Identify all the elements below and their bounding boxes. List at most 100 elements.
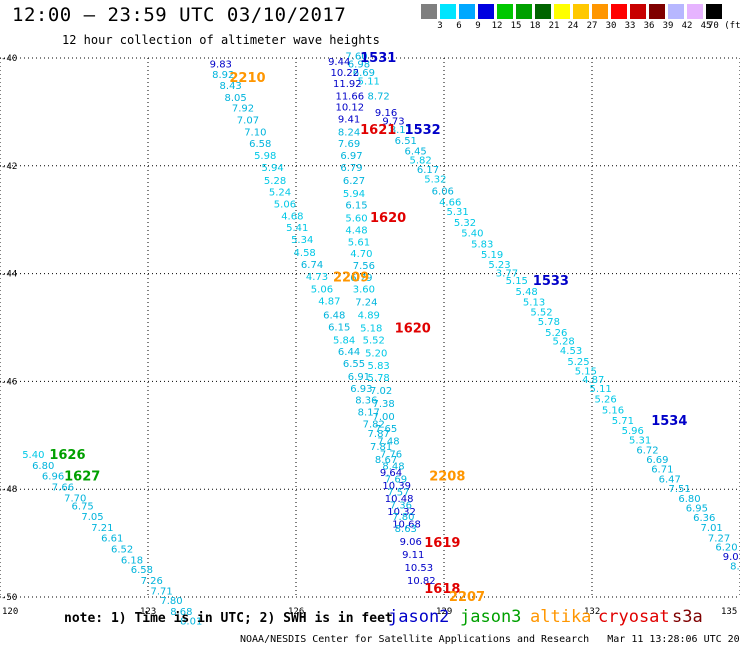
wave-height-value: 5.06 [311, 285, 333, 296]
color-scale-label: 42 [681, 21, 693, 31]
pass-time-label: 1533 [533, 274, 569, 289]
color-scale-label: 21 [548, 21, 560, 31]
wave-height-value: 6.79 [350, 273, 372, 284]
wave-height-value: 8.48 [382, 461, 404, 472]
color-scale-label: 18 [529, 21, 541, 31]
pass-time-label: 1534 [651, 414, 687, 429]
wave-height-value: 7.38 [372, 399, 394, 410]
wave-height-value: 4.48 [345, 225, 367, 236]
wave-height-value: 5.83 [471, 239, 493, 250]
wave-height-value: 7.02 [370, 386, 392, 397]
wave-height-value: 7.65 [375, 424, 397, 435]
wave-height-value: 7.92 [232, 104, 254, 115]
wave-height-value: 3.77 [496, 269, 518, 280]
wave-height-value: 9.16 [375, 108, 397, 119]
wave-height-value: 5.13 [523, 298, 545, 309]
wave-height-value: 6.58 [249, 139, 271, 150]
pass-time-label: 1627 [64, 470, 100, 485]
pass-time-label: 1619 [424, 536, 460, 551]
wave-height-value: 5.71 [612, 416, 634, 427]
chart-subtitle: 12 hour collection of altimeter wave hei… [62, 33, 380, 47]
wave-height-value: 5.20 [365, 348, 387, 359]
wave-height-value: 6.72 [636, 445, 658, 456]
wave-height-value: 6.17 [417, 165, 439, 176]
color-swatch [573, 4, 589, 19]
wave-height-value: 6.45 [405, 147, 427, 158]
legend-jason2: jason2 [388, 607, 450, 627]
color-scale-label: 6 [456, 21, 462, 31]
wave-height-value: 6.44 [338, 347, 360, 358]
wave-height-value: 9.41 [338, 114, 360, 125]
wave-height-value: 6.52 [111, 544, 133, 555]
wave-height-value: 5.25 [567, 357, 589, 368]
wave-height-value: 9.83 [210, 59, 232, 70]
wave-height-value: 8.43 [220, 81, 242, 92]
wave-height-value: 5.60 [345, 214, 367, 225]
color-swatch [535, 4, 551, 19]
wave-height-value: 7.24 [355, 298, 377, 309]
pass-time-label: 2209 [333, 270, 369, 285]
wave-height-value: 5.15 [575, 367, 597, 378]
wave-height-value: 7.56 [353, 261, 375, 272]
color-swatch [421, 4, 437, 19]
wave-height-value: 5.28 [553, 336, 575, 347]
wave-height-value: 8.3 [730, 562, 740, 573]
wave-height-value: 5.82 [409, 155, 431, 166]
wave-height-value: 5.31 [446, 207, 468, 218]
wave-height-value: 7.80 [160, 596, 182, 607]
wave-height-value: 5.32 [424, 175, 446, 186]
pass-time-label: 2207 [449, 590, 485, 605]
color-swatch [630, 4, 646, 19]
wave-height-value: 7.82 [363, 419, 385, 430]
legend-cryosat: cryosat [598, 607, 670, 627]
pass-time-label: 2210 [229, 71, 265, 86]
wave-height-value: 10.68 [392, 520, 421, 531]
color-swatch [706, 4, 722, 19]
y-tick-label: -46 [1, 377, 17, 387]
wave-height-value: 6.71 [651, 465, 673, 476]
wave-height-value: 5.84 [333, 335, 355, 346]
wave-height-value: 6.48 [323, 311, 345, 322]
wave-height-value: 7.60 [345, 51, 367, 62]
pass-time-label: 1621 [360, 123, 396, 138]
wave-height-value: 11.92 [333, 79, 362, 90]
x-tick-label: 120 [2, 607, 18, 617]
wave-height-value: 6.95 [686, 504, 708, 515]
x-tick-label: 135 [721, 607, 737, 617]
wave-height-value: 5.18 [360, 324, 382, 335]
wave-height-value: 6.97 [340, 151, 362, 162]
wave-height-value: 7.07 [237, 115, 259, 126]
footer-note: note: 1) Time is in UTC; 2) SWH is in fe… [64, 611, 393, 626]
pass-time-label: 1620 [395, 322, 431, 337]
color-scale-label: 39 [662, 21, 674, 31]
y-tick-label: -40 [1, 54, 17, 64]
color-swatch [668, 4, 684, 19]
wave-height-value: 8.67 [375, 455, 397, 466]
wave-height-value: 5.48 [516, 287, 538, 298]
wave-height-value: 5.78 [368, 373, 390, 384]
wave-height-value: 7.81 [370, 442, 392, 453]
wave-height-value: 10.39 [382, 481, 411, 492]
wave-height-value: 10.48 [385, 494, 414, 505]
wave-height-value: 5.23 [488, 260, 510, 271]
wave-height-value: 4.58 [294, 248, 316, 259]
x-tick-label: 129 [436, 607, 452, 617]
wave-height-value: 7.69 [385, 474, 407, 485]
wave-height-value: 5.32 [454, 218, 476, 229]
color-scale-label: 12 [491, 21, 503, 31]
wave-height-value: 6.80 [678, 494, 700, 505]
wave-height-value: 5.94 [261, 163, 283, 174]
wave-height-value: 5.41 [286, 223, 308, 234]
wave-height-value: 4.73 [306, 272, 328, 283]
wave-height-value: 6.58 [131, 565, 153, 576]
color-scale-label: 70 (ft) [708, 21, 740, 31]
wave-height-value: 10.82 [407, 576, 436, 587]
x-tick-label: 126 [288, 607, 304, 617]
wave-height-value: 6.47 [659, 474, 681, 485]
wave-height-value: 7.00 [372, 412, 394, 423]
color-scale-label: 24 [567, 21, 579, 31]
wave-height-value: 4.87 [318, 297, 340, 308]
wave-height-value: 10.32 [387, 507, 416, 518]
x-tick-label: 132 [584, 607, 600, 617]
